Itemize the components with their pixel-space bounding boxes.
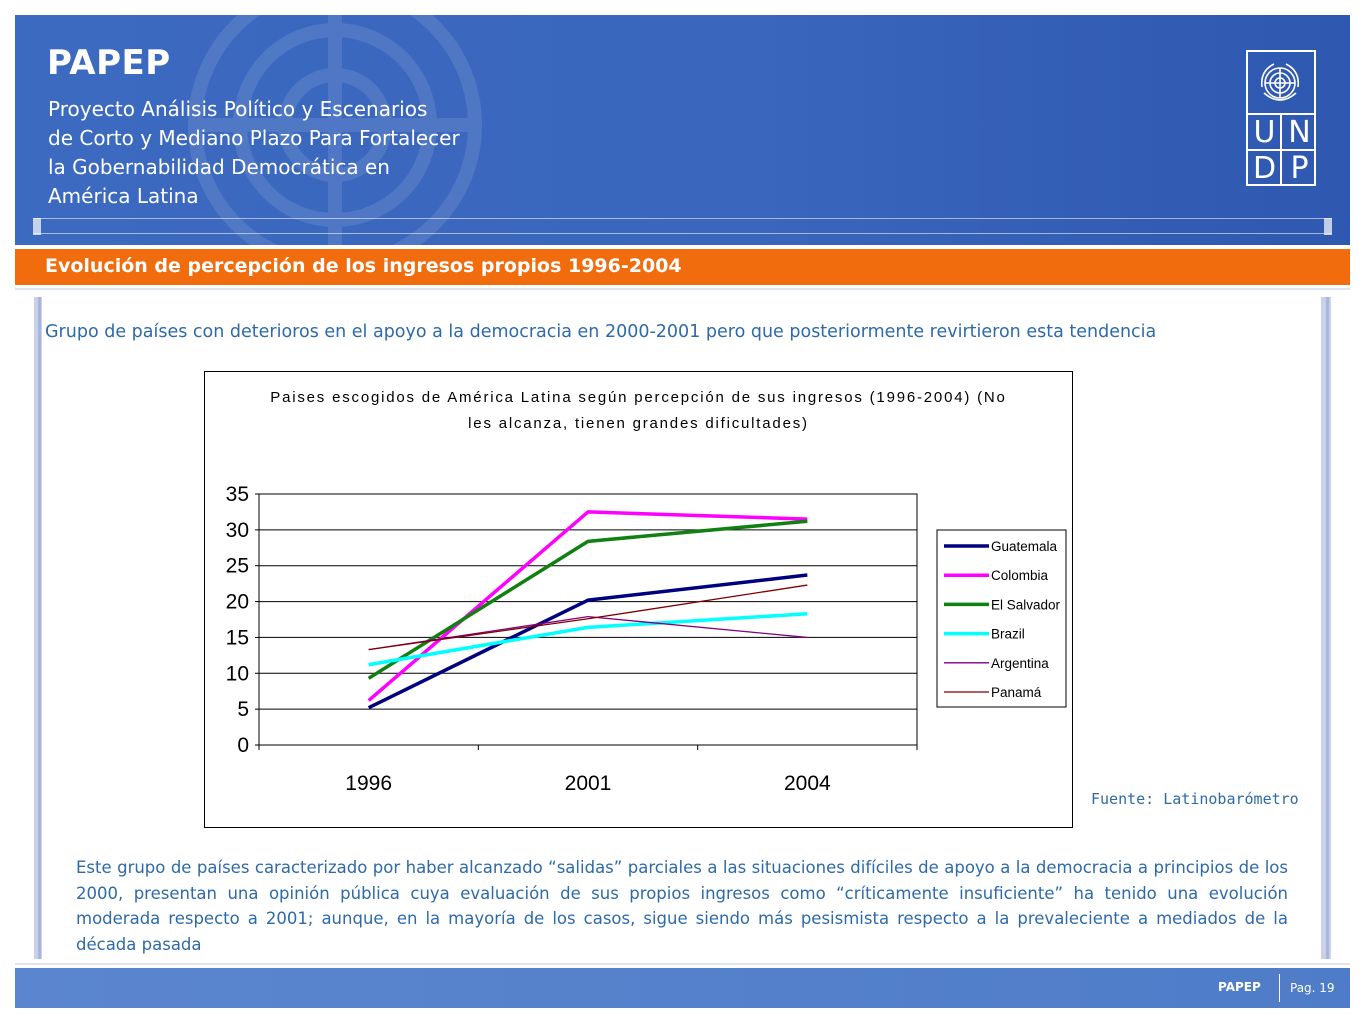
- body-paragraph: Este grupo de países caracterizado por h…: [76, 858, 1288, 954]
- footer-bar: PAPEP Pag. 19: [15, 968, 1350, 1008]
- header-banner: PAPEP Proyecto Análisis Político y Escen…: [15, 15, 1350, 245]
- source-note: Fuente: Latinobarómetro: [1091, 790, 1299, 808]
- legend-label: Brazil: [991, 627, 1025, 642]
- banner-subtitle-line: de Corto y Mediano Plazo Para Fortalecer: [48, 126, 460, 150]
- chart-title-line: les alcanza, tienen grandes dificultades…: [468, 415, 809, 432]
- legend-label: Panamá: [991, 685, 1042, 700]
- page-number: Pag. 19: [1290, 981, 1335, 995]
- legend-box: [936, 529, 1067, 708]
- banner-strip-tick: [33, 218, 41, 235]
- x-tick-label: 2001: [565, 772, 612, 795]
- left-side-border-inner: [38, 297, 41, 959]
- x-tick-label: 2004: [784, 772, 831, 795]
- undp-letter: U: [1253, 115, 1276, 150]
- y-tick-label: 20: [226, 591, 249, 614]
- chart-title-line: Paises escogidos de América Latina según…: [270, 389, 1007, 406]
- legend-label: El Salvador: [991, 597, 1061, 612]
- banner-subtitle-line: la Gobernabilidad Democrática en: [48, 155, 390, 179]
- right-side-border-inner: [1326, 297, 1329, 959]
- y-tick-label: 30: [226, 519, 249, 542]
- undp-letter: N: [1288, 115, 1311, 150]
- footer-separator: [1279, 974, 1280, 1002]
- slide-subtitle: Grupo de países con deterioros en el apo…: [45, 322, 1157, 342]
- undp-letter: P: [1290, 151, 1309, 186]
- footer-divider: [15, 963, 1350, 965]
- x-tick-label: 1996: [345, 772, 392, 795]
- section-divider: [15, 288, 1350, 290]
- series-line-brazil: [368, 612, 808, 667]
- y-tick-label: 25: [226, 555, 249, 578]
- undp-logo-divider: [1280, 114, 1282, 186]
- y-tick-label: 15: [226, 626, 249, 649]
- line-chart: 0 5 10 15 20 25 30 35 1996 2001 2004 Guatemala Colom…: [226, 483, 1067, 795]
- section-title: Evolución de percepción de los ingresos …: [45, 255, 682, 277]
- series-line-argentina: [368, 615, 808, 651]
- series-line-colombia: [367, 510, 808, 702]
- banner-divider-strip: [33, 218, 1332, 234]
- y-tick-label: 0: [237, 734, 249, 757]
- banner-subtitle-line: América Latina: [48, 184, 199, 208]
- section-title-bar: Evolución de percepción de los ingresos …: [15, 249, 1350, 285]
- series-line-guatemala: [367, 573, 808, 710]
- banner-title: PAPEP: [47, 43, 171, 83]
- series-line-panam-: [368, 584, 808, 651]
- plot-area-border: [258, 493, 918, 746]
- undp-letter: D: [1252, 151, 1277, 186]
- y-tick-label: 5: [237, 698, 249, 721]
- banner-strip-tick: [1324, 218, 1332, 235]
- banner-subtitle-line: Proyecto Análisis Político y Escenarios: [48, 97, 428, 121]
- legend-label: Colombia: [991, 568, 1049, 583]
- series-line-el-salvador: [367, 519, 808, 680]
- banner-subtitle: Proyecto Análisis Político y Escenarios …: [48, 95, 508, 211]
- legend-label: Guatemala: [991, 539, 1058, 554]
- footer-brand: PAPEP: [1218, 980, 1261, 994]
- legend-label: Argentina: [991, 656, 1049, 671]
- un-emblem-icon: [1260, 63, 1300, 101]
- y-tick-label: 10: [226, 662, 249, 685]
- y-tick-label: 35: [226, 483, 249, 506]
- chart-frame: Paises escogidos de América Latina según…: [204, 371, 1073, 828]
